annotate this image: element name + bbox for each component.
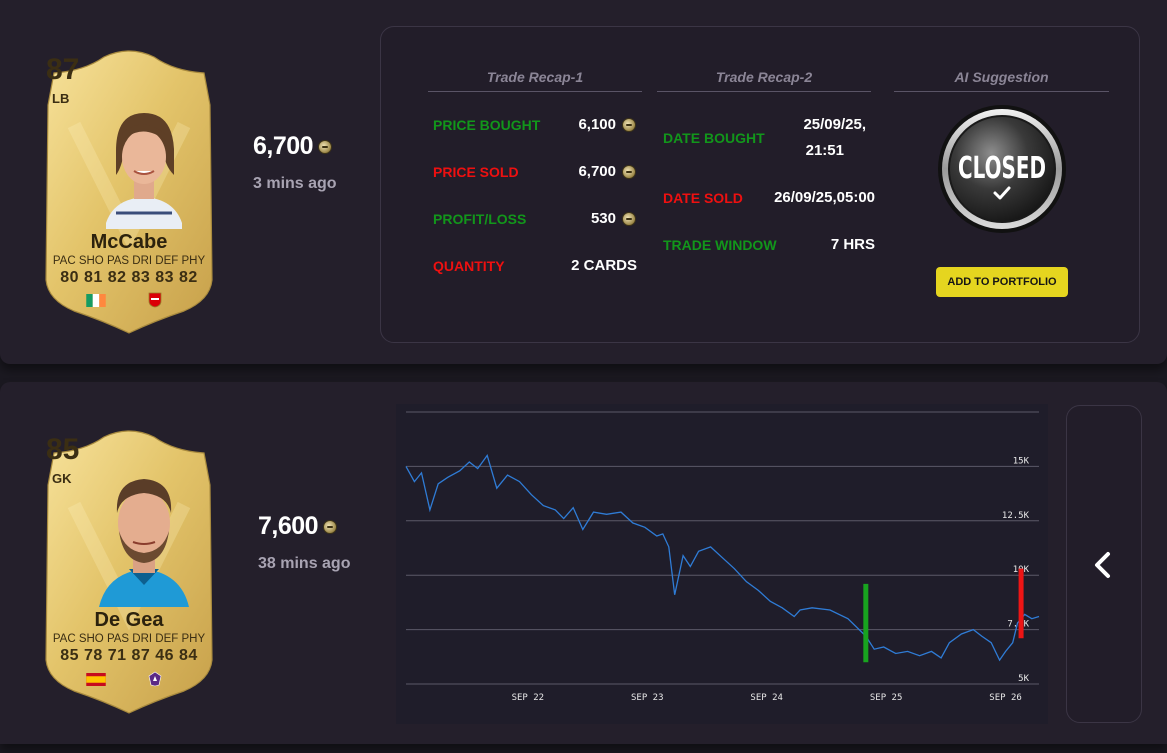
y-tick-label: 7.5K [1007,620,1029,630]
date-sold-value: 26/09/25,05:00 [774,189,875,206]
date-bought-date: 25/09/25, [803,116,866,133]
y-tick-label: 5K [1018,674,1029,684]
card-rating: 87 [46,53,80,86]
x-tick-label: SEP 25 [870,693,903,703]
card-position: LB [52,91,70,106]
spain-flag-icon [86,673,106,686]
price-series-line [405,454,1040,662]
closed-badge-label: CLOSED [958,151,1046,186]
chevron-left-icon[interactable] [1093,550,1113,580]
card-stat-values: 85 78 71 87 46 84 [60,647,198,664]
ai-suggestion-title: AI Suggestion [894,69,1109,92]
coin-icon [622,118,636,132]
coin-icon [622,165,636,179]
profit-loss-value: 530 [590,210,616,227]
x-tick-label: SEP 22 [512,693,545,703]
trade-window-label: TRADE WINDOW [663,237,777,253]
card-player-name: McCabe [90,231,168,253]
trade-recap-panel: Trade Recap-1 Trade Recap-2 AI Suggestio… [380,26,1140,343]
ireland-flag-icon [86,294,106,307]
card-position: GK [52,471,72,486]
x-tick-label: SEP 24 [750,693,783,703]
recap1-title: Trade Recap-1 [428,69,642,92]
current-price: 7,600 38 mins ago [258,512,350,573]
player-card[interactable]: 87 LB McCabe PAC SHO PAS DRI DEF PHY 80 … [34,45,224,335]
card-rating: 85 [46,433,80,466]
y-tick-label: 15K [1013,456,1030,466]
date-bought-time: 21:51 [805,142,844,159]
player-card[interactable]: 85 GK De Gea PAC SHO PAS DRI DEF PHY 85 … [34,425,224,715]
check-icon [993,186,1011,200]
card-player-name: De Gea [94,609,164,631]
trade-row: 87 LB McCabe PAC SHO PAS DRI DEF PHY 80 … [0,0,1167,364]
quantity-label: QUANTITY [433,258,505,274]
arsenal-crest-icon [148,292,162,308]
x-tick-label: SEP 26 [989,693,1022,703]
player-portrait [106,113,182,229]
price-bought-value: 6,100 [578,116,616,133]
price-sold-label: PRICE SOLD [433,164,519,180]
date-sold-label: DATE SOLD [663,190,743,206]
coin-icon [322,519,337,534]
closed-badge: CLOSED [938,105,1066,233]
price-sold-value: 6,700 [578,163,616,180]
collapse-panel[interactable] [1066,405,1142,723]
recap2-title: Trade Recap-2 [657,69,871,92]
profit-loss-label: PROFIT/LOSS [433,211,527,227]
add-to-portfolio-button[interactable]: ADD TO PORTFOLIO [936,267,1068,297]
updated-time: 38 mins ago [258,555,351,572]
coin-icon [317,139,332,154]
current-price: 6,700 3 mins ago [253,132,337,193]
coin-icon [622,212,636,226]
date-bought-label: DATE BOUGHT [663,130,765,146]
fiorentina-crest-icon [148,671,162,687]
y-tick-label: 12.5K [1002,511,1030,521]
price-bought-label: PRICE BOUGHT [433,117,541,133]
updated-time: 3 mins ago [253,175,337,192]
price-value: 7,600 [258,512,319,540]
card-stat-labels: PAC SHO PAS DRI DEF PHY [52,633,206,645]
trade-window-value: 7 HRS [830,236,875,253]
card-stat-labels: PAC SHO PAS DRI DEF PHY [52,255,206,267]
quantity-value: 2 CARDS [571,257,637,274]
player-portrait [99,479,189,607]
price-value: 6,700 [253,132,314,160]
x-tick-label: SEP 23 [631,693,664,703]
card-stat-values: 80 81 82 83 83 82 [60,269,198,286]
